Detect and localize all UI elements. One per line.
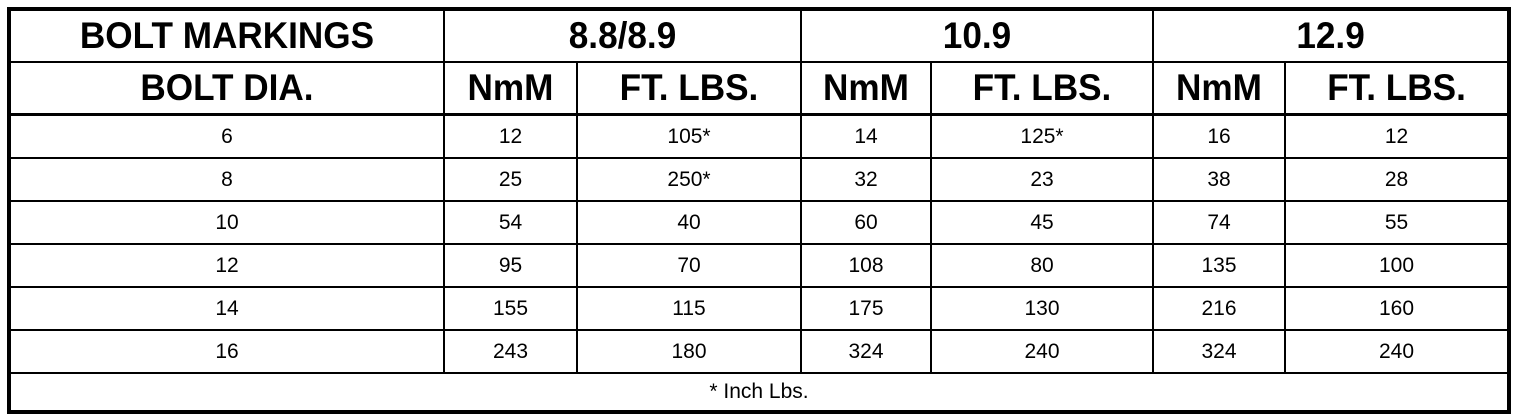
torque-cell: 160: [1284, 286, 1511, 331]
footnote: * Inch Lbs.: [7, 372, 1511, 413]
header-row-units: BOLT DIA. NmM FT. LBS. NmM FT. LBS. NmM …: [9, 61, 1509, 116]
bolt-dia-cell: 16: [8, 329, 445, 374]
table-row: 12 95 70 108 80 135 100: [8, 243, 1511, 288]
unit-header: NmM: [446, 61, 575, 116]
torque-cell: 23: [929, 157, 1155, 202]
table-row: 8 25 250* 32 23 38 28: [8, 157, 1511, 202]
bolt-dia-cell: 6: [8, 113, 445, 159]
unit-header: FT. LBS.: [1289, 61, 1505, 116]
unit-header: NmM: [803, 61, 929, 116]
torque-cell: 54: [443, 200, 578, 245]
torque-cell: 55: [1284, 200, 1511, 245]
bolt-dia-cell: 10: [8, 200, 445, 245]
torque-cell: 240: [929, 329, 1155, 374]
header-row-grades: BOLT MARKINGS 8.8/8.9 10.9 12.9: [9, 8, 1509, 63]
torque-cell: 175: [800, 286, 932, 331]
torque-cell: 25: [443, 157, 578, 202]
torque-cell: 95: [443, 243, 578, 288]
bolt-dia-cell: 14: [8, 286, 445, 331]
torque-cell: 180: [576, 329, 802, 374]
torque-cell: 60: [800, 200, 932, 245]
torque-cell: 14: [800, 113, 932, 159]
torque-cell: 155: [443, 286, 578, 331]
grade-header: 12.9: [1160, 8, 1502, 63]
torque-cell: 115: [576, 286, 802, 331]
torque-cell: 135: [1152, 243, 1287, 288]
table-row: 10 54 40 60 45 74 55: [8, 200, 1511, 245]
torque-cell: 12: [1284, 113, 1511, 159]
unit-header: FT. LBS.: [935, 61, 1149, 116]
torque-cell: 240: [1284, 329, 1511, 374]
torque-cell: 74: [1152, 200, 1287, 245]
torque-cell: 38: [1152, 157, 1287, 202]
table-row: 6 12 105* 14 125* 16 12: [8, 113, 1511, 159]
grade-header: 10.9: [808, 8, 1146, 63]
bolt-dia-header: BOLT DIA.: [18, 61, 435, 116]
torque-cell: 250*: [576, 157, 802, 202]
torque-cell: 40: [576, 200, 802, 245]
torque-cell: 45: [929, 200, 1155, 245]
grade-header: 8.8/8.9: [451, 8, 794, 63]
torque-cell: 16: [1152, 113, 1287, 159]
bolt-dia-cell: 12: [8, 243, 445, 288]
torque-cell: 80: [929, 243, 1155, 288]
torque-cell: 243: [443, 329, 578, 374]
torque-cell: 324: [1152, 329, 1287, 374]
torque-cell: 70: [576, 243, 802, 288]
bolt-torque-table: BOLT MARKINGS 8.8/8.9 10.9 12.9 BOLT DIA…: [7, 7, 1512, 414]
table-row: 16 243 180 324 240 324 240: [8, 329, 1511, 374]
torque-cell: 216: [1152, 286, 1287, 331]
footnote-row: * Inch Lbs.: [7, 372, 1511, 413]
torque-cell: 105*: [576, 113, 802, 159]
torque-cell: 100: [1284, 243, 1511, 288]
table-row: 14 155 115 175 130 216 160: [8, 286, 1511, 331]
bolt-markings-header: BOLT MARKINGS: [18, 8, 435, 63]
unit-header: FT. LBS.: [581, 61, 797, 116]
torque-cell: 108: [800, 243, 932, 288]
torque-cell: 130: [929, 286, 1155, 331]
torque-cell: 32: [800, 157, 932, 202]
unit-header: NmM: [1155, 61, 1283, 116]
torque-cell: 324: [800, 329, 932, 374]
torque-cell: 125*: [929, 113, 1155, 159]
torque-cell: 28: [1284, 157, 1511, 202]
bolt-dia-cell: 8: [8, 157, 445, 202]
torque-cell: 12: [443, 113, 578, 159]
